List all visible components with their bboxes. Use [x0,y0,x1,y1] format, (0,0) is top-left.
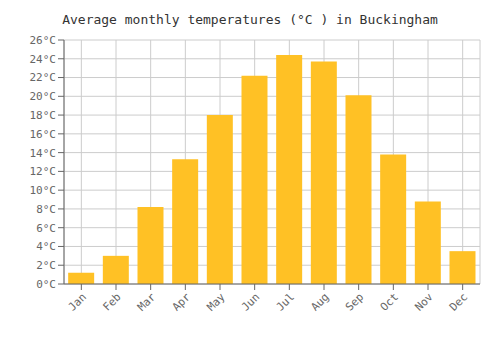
svg-text:Sep: Sep [343,290,366,313]
svg-text:May: May [204,290,228,314]
svg-text:Apr: Apr [170,290,194,314]
svg-text:12°C: 12°C [30,165,57,178]
svg-text:Dec: Dec [447,290,470,313]
svg-text:Oct: Oct [378,290,401,313]
svg-text:Jan: Jan [66,290,89,313]
svg-text:0°C: 0°C [36,278,56,291]
svg-text:Aug: Aug [308,290,331,313]
svg-text:24°C: 24°C [30,53,57,66]
svg-text:22°C: 22°C [30,71,57,84]
html-text:Average monthly temperatures (: Average monthly temperatures (°C ) in Bu… [62,12,438,27]
svg-text:6°C: 6°C [36,222,56,235]
svg-text:8°C: 8°C [36,203,56,216]
svg-text:Jun: Jun [239,290,262,313]
svg-text:26°C: 26°C [30,34,57,47]
svg-text:Mar: Mar [135,290,159,314]
svg-text:2°C: 2°C [36,259,56,272]
svg-text:16°C: 16°C [30,128,57,141]
svg-text:18°C: 18°C [30,109,57,122]
svg-text:Jul: Jul [274,290,297,313]
svg-text:10°C: 10°C [30,184,57,197]
svg-text:Feb: Feb [100,290,123,313]
svg-text:4°C: 4°C [36,240,56,253]
svg-text:14°C: 14°C [30,147,57,160]
svg-text:Nov: Nov [412,290,436,314]
svg-text:20°C: 20°C [30,90,57,103]
